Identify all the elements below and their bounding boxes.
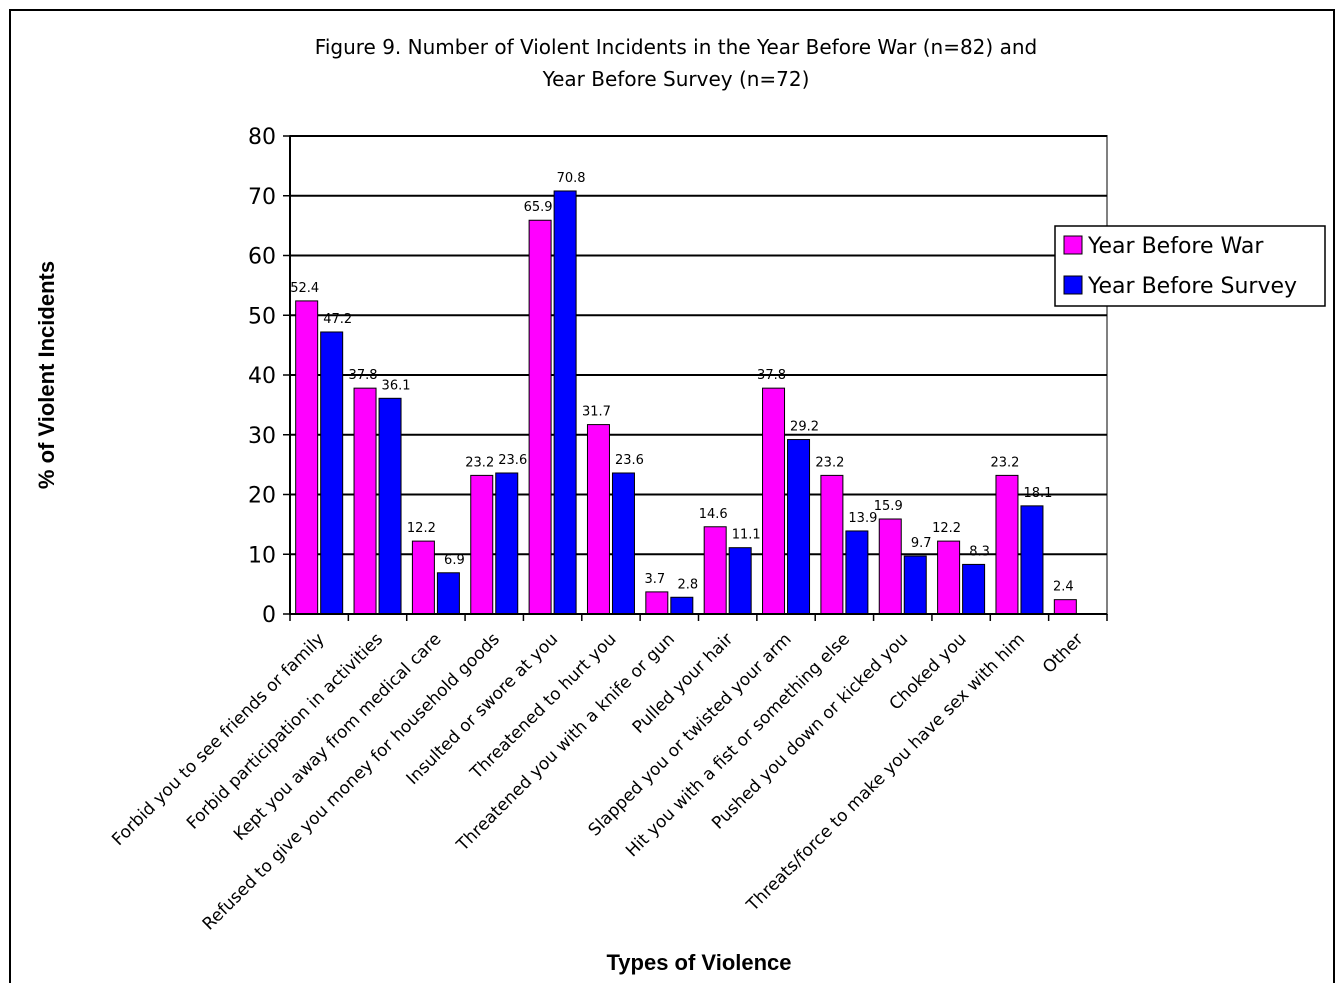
axes	[283, 135, 1108, 621]
y-tick-label: 40	[248, 364, 276, 389]
data-label: 12.2	[932, 521, 961, 536]
data-label: 15.9	[874, 499, 903, 514]
data-label: 23.2	[465, 455, 494, 470]
bar-year-before-survey	[1020, 505, 1044, 615]
data-label: 23.2	[815, 455, 844, 470]
legend-swatch-year-before-war	[1063, 235, 1083, 255]
bar-year-before-war	[353, 387, 377, 615]
bar-year-before-war	[762, 387, 786, 615]
y-tick-label: 80	[248, 125, 276, 150]
bar-year-before-war	[995, 474, 1019, 615]
x-category-labels: Forbid you to see friends or familyForbi…	[108, 629, 1087, 934]
bar-year-before-survey	[670, 596, 694, 615]
bar-year-before-survey	[787, 439, 811, 615]
bar-year-before-survey	[436, 572, 460, 615]
x-category-label: Other	[1039, 629, 1087, 677]
data-label: 23.6	[498, 453, 527, 468]
legend-swatch-year-before-survey	[1063, 275, 1083, 295]
data-label: 11.1	[732, 528, 761, 543]
bar-year-before-war	[703, 526, 727, 615]
y-axis-title: % of Violent Incidents	[34, 261, 59, 489]
bar-year-before-survey	[903, 555, 927, 615]
bar-year-before-survey	[378, 397, 402, 615]
bar-year-before-survey	[320, 331, 344, 615]
x-axis-title: Types of Violence	[606, 950, 791, 975]
bars	[295, 190, 1077, 615]
y-tick-label: 70	[248, 185, 276, 210]
data-label: 2.4	[1053, 580, 1074, 595]
data-label: 29.2	[790, 420, 819, 435]
data-label: 6.9	[444, 553, 465, 568]
y-tick-label: 60	[248, 245, 276, 270]
bar-year-before-survey	[728, 547, 752, 615]
bar-year-before-survey	[553, 190, 577, 615]
bar-year-before-war	[937, 540, 961, 615]
bar-year-before-war	[820, 474, 844, 615]
data-label: 9.7	[911, 536, 932, 551]
legend-label-year-before-survey: Year Before Survey	[1087, 274, 1297, 299]
data-labels: 52.4 47.2 37.8 36.1 12.2 6.9 23.2 23.6 65.9 70.8 3…	[290, 171, 1073, 595]
data-label: 31.7	[582, 405, 611, 420]
data-label: 14.6	[699, 507, 728, 522]
bar-year-before-war	[878, 518, 902, 615]
bar-year-before-war	[411, 540, 435, 615]
legend-label-year-before-war: Year Before War	[1087, 234, 1264, 259]
data-label: 23.6	[615, 453, 644, 468]
chart-title-line-1: Figure 9. Number of Violent Incidents in…	[315, 35, 1037, 59]
bar-year-before-survey	[845, 530, 869, 615]
bar-year-before-war	[470, 474, 494, 615]
data-label: 13.9	[848, 511, 877, 526]
data-label: 18.1	[1023, 486, 1052, 501]
data-label: 36.1	[382, 378, 411, 393]
y-tick-label: 0	[262, 603, 276, 628]
legend-box	[1054, 225, 1326, 307]
chart-title-line-2: Year Before Survey (n=72)	[542, 67, 810, 91]
bar-year-before-war	[1053, 599, 1077, 615]
data-label: 52.4	[290, 281, 319, 296]
bar-year-before-war	[295, 300, 319, 615]
bar-year-before-war	[586, 424, 610, 615]
bar-year-before-survey	[962, 563, 986, 615]
x-category-label: Pulled your hair	[629, 629, 737, 737]
x-category-label: Threats/force to make you have sex with …	[742, 629, 1029, 916]
bar-year-before-war	[528, 219, 552, 615]
data-label: 3.7	[644, 572, 665, 587]
x-category-label: Threatened you with a knife or gun	[452, 629, 679, 856]
y-tick-labels: 0 10 20 30 40 50 60 70 80	[248, 125, 276, 628]
bar-year-before-war	[645, 591, 669, 615]
data-label: 8.3	[969, 544, 990, 559]
y-tick-label: 30	[248, 424, 276, 449]
x-category-label: Forbid you to see friends or family	[108, 629, 328, 849]
chart-border	[9, 9, 1335, 983]
bar-year-before-survey	[611, 472, 635, 615]
data-label: 2.8	[677, 577, 698, 592]
bar-year-before-survey	[495, 472, 519, 615]
data-label: 65.9	[524, 200, 553, 215]
data-label: 47.2	[323, 312, 352, 327]
legend: Year Before War Year Before Survey	[1054, 225, 1326, 307]
data-label: 37.8	[349, 368, 378, 383]
y-tick-label: 10	[248, 543, 276, 568]
y-tick-label: 20	[248, 484, 276, 509]
y-tick-label: 50	[248, 304, 276, 329]
data-label: 37.8	[757, 368, 786, 383]
data-label: 12.2	[407, 521, 436, 536]
data-label: 70.8	[557, 171, 586, 186]
x-category-label: Kept you away from medical care	[230, 629, 445, 844]
data-label: 23.2	[990, 455, 1019, 470]
